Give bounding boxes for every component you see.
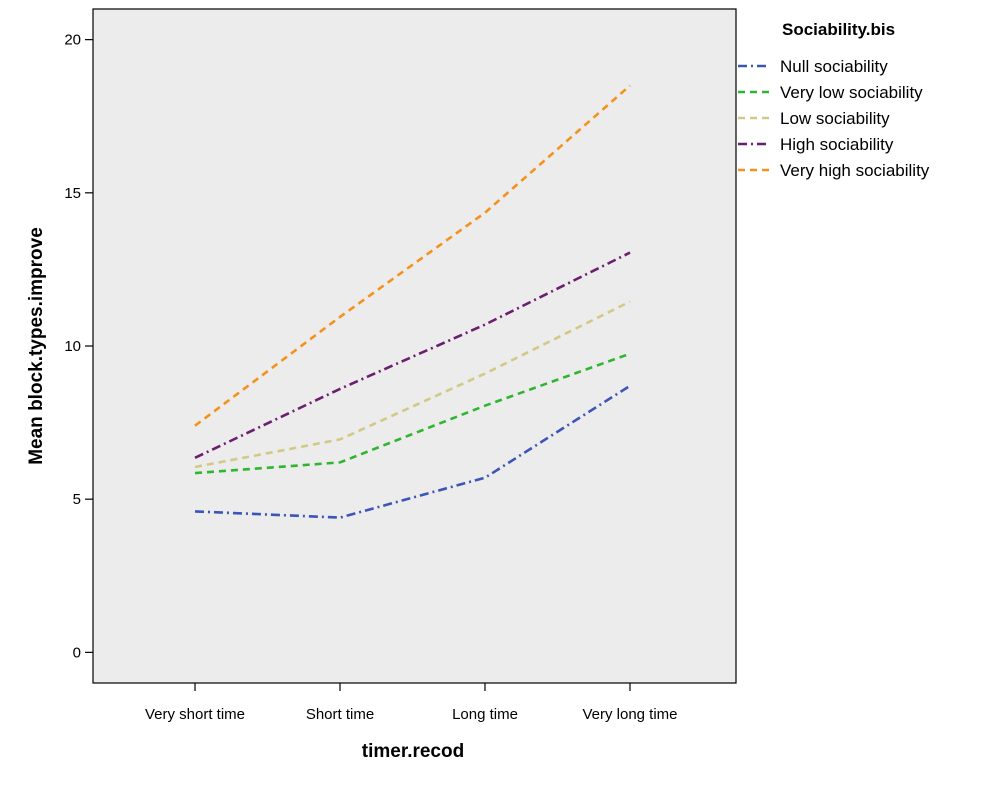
x-tick-label: Long time (452, 706, 518, 723)
x-axis: Very short time Short time Long time Very l… (145, 683, 678, 723)
series-line-4 (194, 251, 631, 459)
x-tick-label: Very short time (145, 706, 245, 723)
x-axis-title: timer.recod (362, 741, 464, 762)
series-line-5 (194, 84, 631, 427)
y-tick-label: 5 (73, 491, 81, 508)
y-tick-label: 10 (64, 338, 81, 355)
legend: Null sociability Very low sociability Low … (738, 57, 930, 180)
y-axis-title: Mean block.types.improve (26, 227, 47, 465)
legend-label: Null sociability (780, 57, 888, 76)
y-tick-label: 20 (64, 32, 81, 49)
y-tick-label: 15 (64, 185, 81, 202)
legend-title: Sociability.bis (782, 20, 895, 39)
y-tick-label: 0 (73, 644, 81, 661)
legend-label: Low sociability (780, 109, 890, 128)
legend-label: High sociability (780, 135, 894, 154)
series-line-3 (194, 300, 631, 469)
legend-label: Very low sociability (780, 83, 923, 102)
plot-area (92, 8, 737, 684)
series-line-1 (194, 384, 631, 519)
series-lines (194, 84, 631, 519)
legend-label: Very high sociability (780, 161, 930, 180)
series-line-2 (194, 352, 631, 475)
x-tick-label: Very long time (582, 706, 677, 723)
x-tick-label: Short time (306, 706, 374, 723)
y-axis: 0 5 10 15 20 (64, 32, 93, 661)
